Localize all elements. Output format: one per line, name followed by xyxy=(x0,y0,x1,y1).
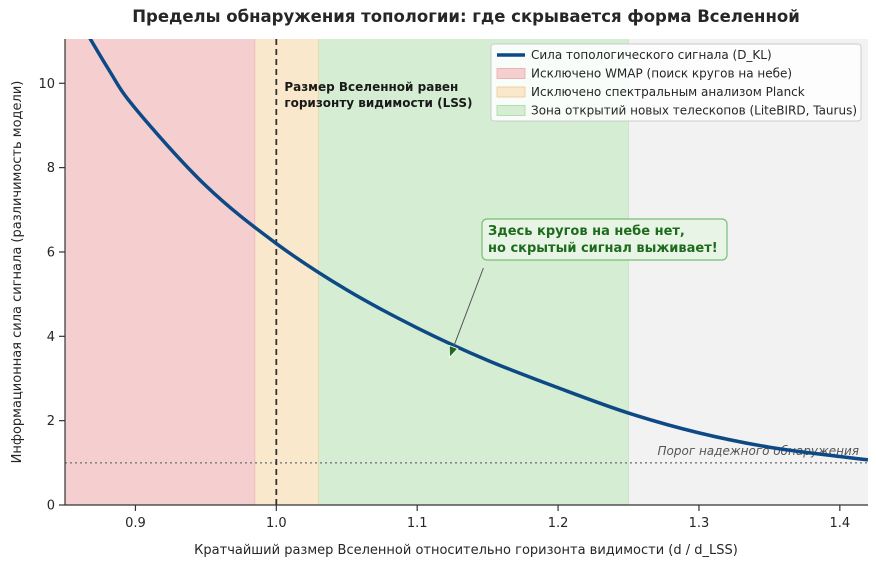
y-tick-label: 2 xyxy=(47,414,55,429)
legend-swatch-region-1 xyxy=(496,86,526,98)
legend-label-region-1: Исключено спектральным анализом Planck xyxy=(531,85,805,99)
y-tick-label: 4 xyxy=(47,330,55,345)
lss-label-line-1: горизонту видимости (LSS) xyxy=(284,96,472,110)
legend-swatch-region-0 xyxy=(496,68,526,79)
legend-swatch-region-2 xyxy=(496,105,526,116)
y-tick-label: 8 xyxy=(47,161,55,176)
y-tick-label: 10 xyxy=(38,77,55,92)
annotation-arrow-head xyxy=(448,344,459,359)
x-tick-label: 0.9 xyxy=(125,516,146,531)
x-tick-label: 1.0 xyxy=(266,516,287,531)
legend-box xyxy=(490,43,862,122)
annotation-arrow-line xyxy=(453,267,484,348)
legend-label-series: Сила топологического сигнала (D_KL) xyxy=(531,48,772,62)
annotation-text-line-1: но скрытый сигнал выживает! xyxy=(488,241,718,256)
legend-label-region-0: Исключено WMAP (поиск кругов на небе) xyxy=(531,67,792,81)
x-tick-label: 1.1 xyxy=(407,516,428,531)
y-tick-label: 6 xyxy=(47,245,55,260)
region-band-0 xyxy=(65,39,256,505)
y-tick-label: 0 xyxy=(47,499,55,514)
region-band-1 xyxy=(255,39,319,505)
x-axis-label: Кратчайший размер Вселенной относительно… xyxy=(194,543,738,558)
y-axis-label: Информационная сила сигнала (различимост… xyxy=(10,81,25,464)
lss-label-line-0: Размер Вселенной равен xyxy=(284,80,458,94)
series-line-dkl xyxy=(88,39,868,462)
x-tick-label: 1.3 xyxy=(689,516,710,531)
annotation-box xyxy=(481,218,728,261)
legend-label-region-2: Зона открытий новых телескопов (LiteBIRD… xyxy=(531,104,857,118)
annotation-text-line-0: Здесь кругов на небе нет, xyxy=(488,224,685,239)
x-tick-label: 1.2 xyxy=(548,516,569,531)
chart-title: Пределы обнаружения топологии: где скрыв… xyxy=(132,7,800,26)
x-tick-label: 1.4 xyxy=(829,516,850,531)
